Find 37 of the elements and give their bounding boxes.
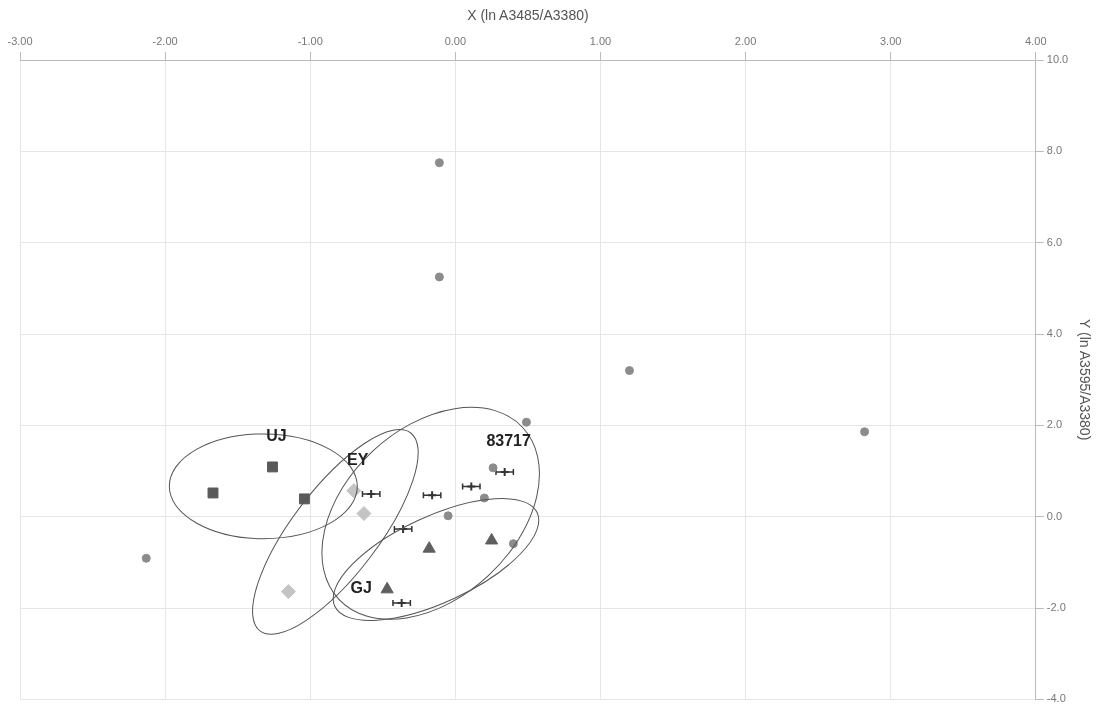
x-tick-label: 2.00 — [734, 35, 757, 48]
point — [346, 483, 362, 499]
x-tick-label: 1.00 — [589, 35, 612, 48]
x-tick-label: -3.00 — [7, 35, 33, 48]
y-tick-label: 0.0 — [1046, 509, 1063, 522]
point — [207, 487, 219, 499]
point — [380, 581, 394, 594]
x-tick-label: 4.00 — [1025, 35, 1047, 48]
point — [443, 511, 453, 521]
point — [434, 158, 444, 168]
point — [488, 463, 498, 473]
x-tick-label: -1.00 — [297, 35, 323, 48]
point — [298, 493, 310, 505]
point — [356, 506, 372, 522]
point — [521, 417, 531, 427]
y-tick-label: -4.0 — [1046, 692, 1066, 705]
y-tick-label: 2.0 — [1046, 418, 1063, 431]
y-tick-label: 6.0 — [1046, 235, 1063, 248]
y-tick-label: 10.0 — [1046, 53, 1069, 66]
point — [141, 553, 151, 563]
x-tick-label: 0.00 — [444, 35, 467, 48]
y-axis-title: Y (ln A3595/A3380) — [1076, 319, 1093, 441]
series-label: 83717 — [486, 431, 531, 450]
point — [280, 584, 296, 600]
point — [485, 532, 499, 545]
point — [624, 366, 634, 376]
y-tick-label: 4.0 — [1046, 327, 1063, 340]
x-axis-title: X (ln A3485/A3380) — [467, 7, 589, 24]
series-label: GJ — [350, 579, 372, 598]
point — [860, 427, 870, 437]
x-tick-label: -2.00 — [152, 35, 178, 48]
point — [434, 272, 444, 282]
point — [267, 461, 278, 473]
x-tick-label: 3.00 — [879, 35, 902, 48]
y-tick-label: -2.0 — [1046, 601, 1066, 614]
y-tick-label: 8.0 — [1046, 144, 1063, 157]
point — [422, 541, 436, 553]
